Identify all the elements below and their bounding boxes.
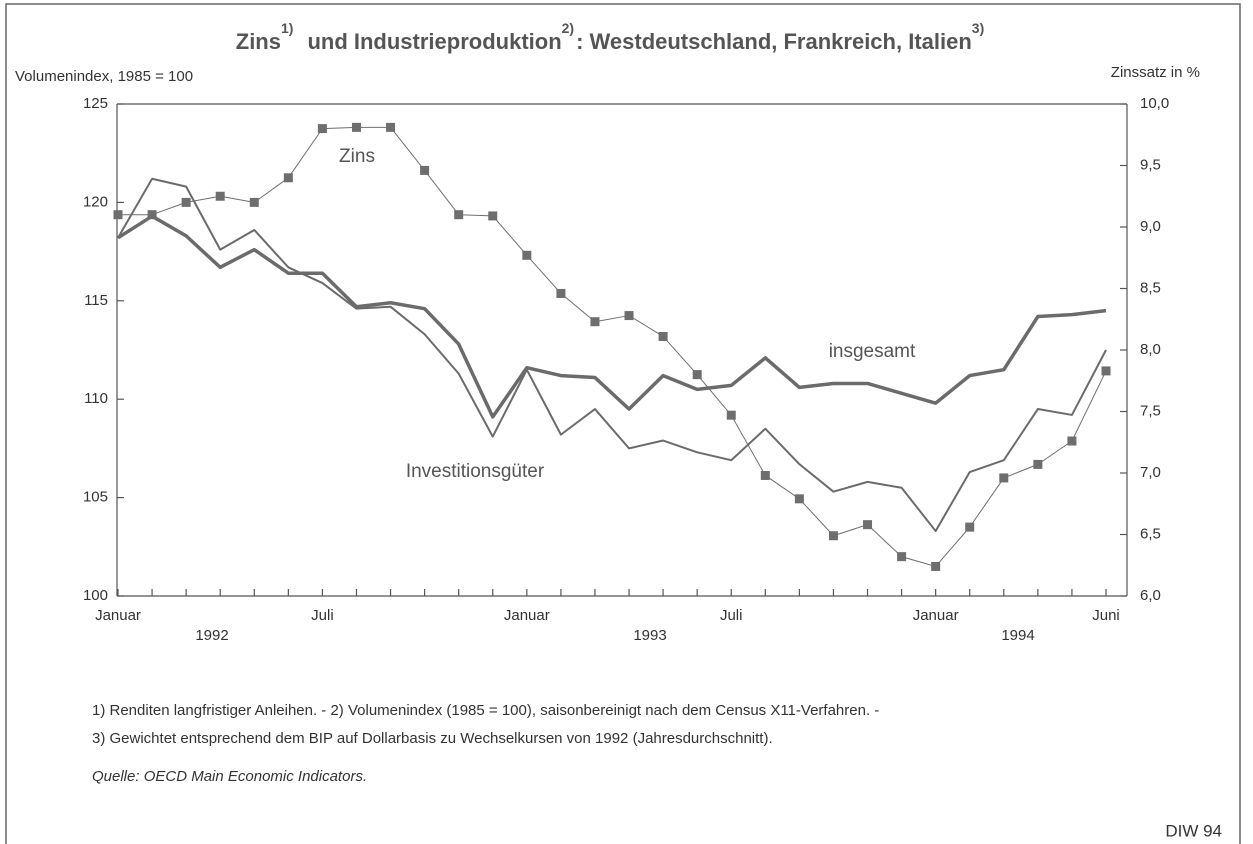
y2-tick-label: 8,0 bbox=[1140, 341, 1161, 358]
point bbox=[794, 494, 804, 504]
x-tick-label: Juli bbox=[311, 607, 334, 624]
x-tick-label: Juni bbox=[1092, 607, 1120, 624]
title-part: Zins bbox=[236, 29, 281, 54]
point bbox=[317, 124, 327, 134]
point bbox=[760, 470, 770, 480]
title-superscript: 2) bbox=[562, 20, 574, 36]
year-label: 1993 bbox=[633, 627, 666, 644]
title-part: : Westdeutschland, Frankreich, Italien bbox=[576, 29, 972, 54]
point bbox=[999, 473, 1009, 483]
point bbox=[488, 211, 498, 221]
point bbox=[283, 173, 293, 183]
point bbox=[181, 197, 191, 207]
point bbox=[624, 311, 634, 321]
x-tick-label: Januar bbox=[913, 607, 959, 624]
chart-title: Zins1) und Industrieproduktion2): Westdeu… bbox=[236, 20, 985, 54]
y-tick-label: 105 bbox=[83, 489, 108, 506]
y2-axis-label: Zinssatz in % bbox=[1111, 64, 1200, 81]
point bbox=[692, 370, 702, 380]
y-tick-label: 125 bbox=[83, 95, 108, 112]
series-label: Investitionsgüter bbox=[406, 461, 545, 482]
y2-tick-label: 9,5 bbox=[1140, 156, 1161, 173]
point bbox=[454, 210, 464, 220]
point bbox=[828, 531, 838, 541]
point bbox=[249, 197, 259, 207]
footnote: 3) Gewichtet entsprechend dem BIP auf Do… bbox=[92, 730, 773, 747]
point bbox=[590, 317, 600, 327]
title-superscript: 3) bbox=[972, 20, 984, 36]
point bbox=[113, 210, 123, 220]
source: Quelle: OECD Main Economic Indicators. bbox=[92, 768, 367, 785]
series-label: Zins bbox=[339, 146, 375, 167]
point bbox=[522, 250, 532, 260]
point bbox=[965, 522, 975, 532]
point bbox=[420, 165, 430, 175]
point bbox=[863, 520, 873, 530]
y2-tick-label: 10,0 bbox=[1140, 95, 1169, 112]
y2-tick-label: 8,5 bbox=[1140, 279, 1161, 296]
y2-tick-label: 7,5 bbox=[1140, 402, 1161, 419]
series-label: insgesamt bbox=[829, 341, 916, 362]
y2-tick-label: 9,0 bbox=[1140, 218, 1161, 235]
point bbox=[931, 561, 941, 571]
y-axis-label: Volumenindex, 1985 = 100 bbox=[15, 68, 193, 85]
point bbox=[1067, 436, 1077, 446]
point bbox=[386, 122, 396, 132]
series-line bbox=[117, 214, 1107, 419]
point bbox=[658, 331, 668, 341]
frame bbox=[5, 3, 1241, 844]
x-tick-label: Januar bbox=[504, 607, 550, 624]
point bbox=[726, 410, 736, 420]
year-label: 1994 bbox=[1001, 627, 1034, 644]
title-part: und Industrieproduktion bbox=[307, 29, 561, 54]
point bbox=[1033, 459, 1043, 469]
y2-tick-label: 7,0 bbox=[1140, 464, 1161, 481]
y-tick-label: 110 bbox=[84, 390, 108, 407]
y2-tick-label: 6,0 bbox=[1140, 587, 1161, 604]
y-tick-label: 115 bbox=[84, 292, 108, 309]
series-line bbox=[117, 177, 1107, 533]
year-label: 1992 bbox=[195, 627, 228, 644]
x-tick-label: Juli bbox=[720, 607, 743, 624]
footnote: 1) Renditen langfristiger Anleihen. - 2)… bbox=[92, 702, 879, 719]
y-tick-label: 100 bbox=[83, 587, 108, 604]
point bbox=[556, 288, 566, 298]
credit: DIW 94 bbox=[1165, 821, 1222, 840]
y-tick-label: 120 bbox=[83, 193, 108, 210]
point bbox=[1101, 366, 1111, 376]
point bbox=[351, 122, 361, 132]
point bbox=[215, 191, 225, 201]
point bbox=[897, 552, 907, 562]
x-tick-label: Januar bbox=[95, 607, 141, 624]
y2-tick-label: 6,5 bbox=[1140, 525, 1161, 542]
title-superscript: 1) bbox=[281, 20, 293, 36]
series-line bbox=[118, 126, 1107, 567]
